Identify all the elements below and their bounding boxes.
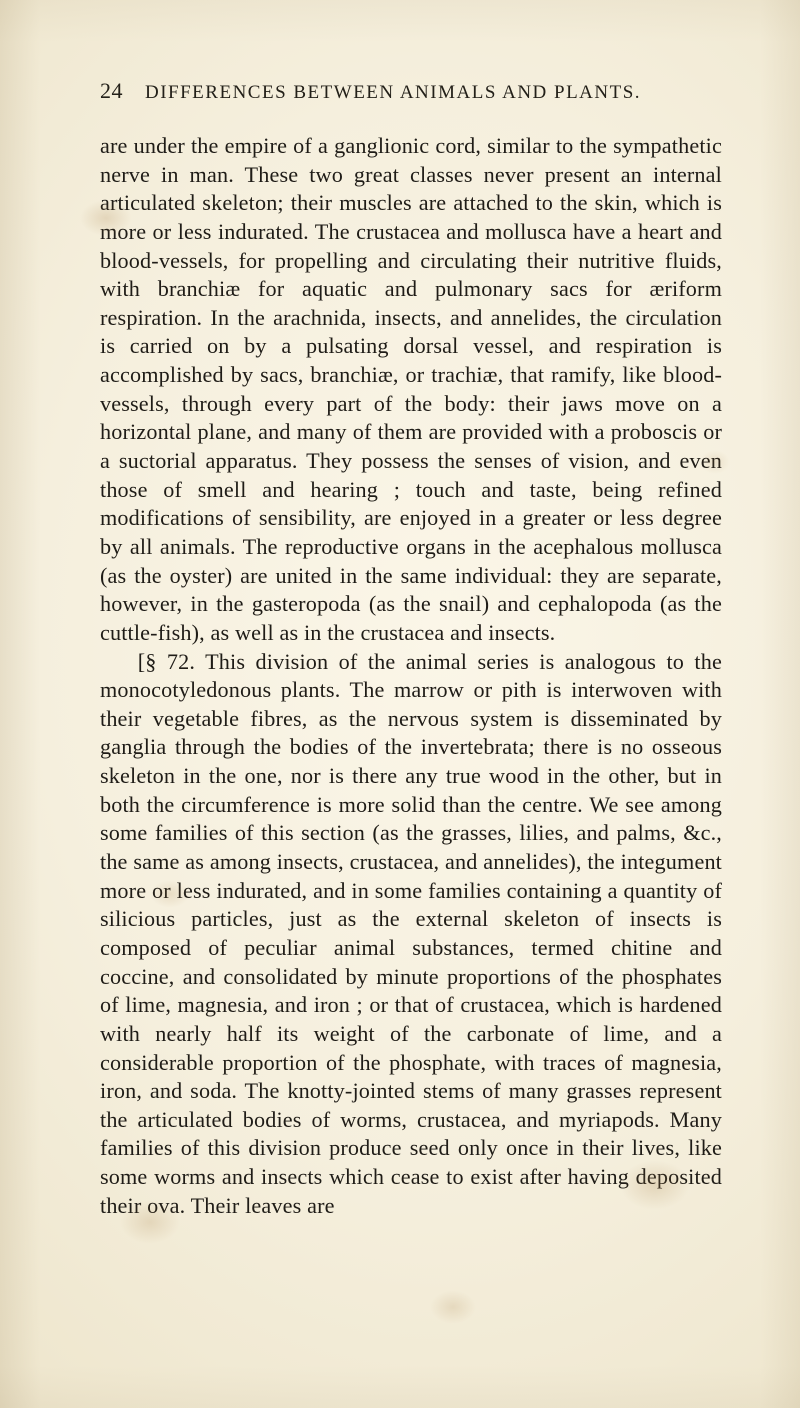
paragraph: [§ 72. This division of the animal serie…: [100, 648, 722, 1221]
scanned-page: 24 DIFFERENCES BETWEEN ANIMALS AND PLANT…: [0, 0, 800, 1408]
paragraph: are under the empire of a ganglionic cor…: [100, 132, 722, 648]
page-header: 24 DIFFERENCES BETWEEN ANIMALS AND PLANT…: [100, 78, 722, 104]
foxing-spot: [430, 1290, 476, 1324]
running-head: DIFFERENCES BETWEEN ANIMALS AND PLANTS.: [145, 82, 641, 104]
page-number: 24: [100, 78, 123, 104]
body-text: are under the empire of a ganglionic cor…: [100, 132, 722, 1220]
